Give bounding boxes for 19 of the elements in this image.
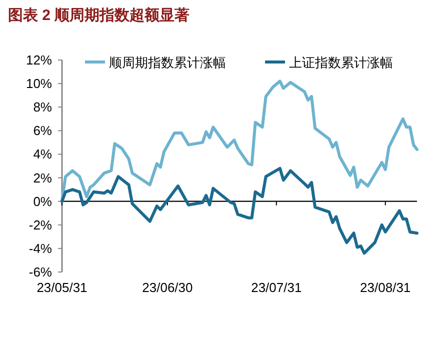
y-tick-label: -2% (28, 217, 52, 232)
y-tick-label: -6% (28, 264, 52, 280)
legend-label: 顺周期指数累计涨幅 (109, 55, 226, 70)
y-tick-label: 12% (26, 52, 52, 68)
legend-label: 上证指数累计涨幅 (289, 55, 393, 70)
y-tick-label: 4% (33, 146, 52, 162)
y-tick-label: 10% (26, 76, 52, 92)
y-tick-label: 2% (33, 170, 52, 186)
y-tick-label: -4% (28, 240, 52, 256)
line-series (60, 80, 418, 203)
x-tick-label: 23/05/31 (36, 280, 88, 295)
line-series (60, 166, 418, 255)
x-tick-label: 23/06/30 (142, 280, 193, 295)
x-tick-label: 23/08/31 (360, 280, 411, 295)
chart-title: 图表 2 顺周期指数超额显著 (8, 6, 190, 24)
y-tick-label: 0% (33, 194, 52, 209)
x-tick-label: 23/07/31 (251, 280, 302, 295)
y-tick-label: 8% (33, 100, 52, 115)
y-tick-label: 6% (33, 123, 52, 138)
